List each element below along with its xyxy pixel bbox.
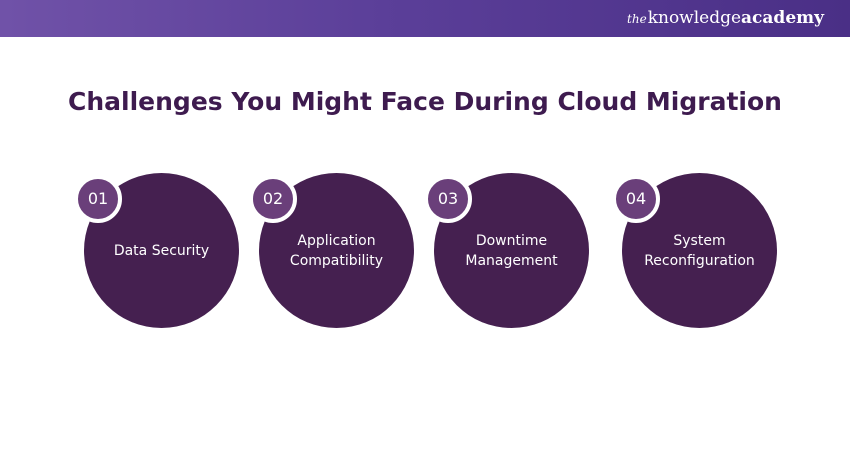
challenge-number-badge: 03 — [424, 175, 472, 223]
challenge-number-badge: 01 — [74, 175, 122, 223]
brand-word-knowledge: knowledge — [647, 8, 742, 28]
header-bar: theknowledgeacademy — [0, 0, 850, 37]
brand-prefix: the — [627, 12, 647, 26]
challenge-label: Downtime Management — [465, 232, 558, 269]
challenge-number-badge: 02 — [249, 175, 297, 223]
challenge-label: Data Security — [113, 242, 210, 259]
brand-logo[interactable]: theknowledgeacademy — [627, 8, 824, 29]
challenge-number-badge: 04 — [612, 175, 660, 223]
challenge-label: System Reconfiguration — [644, 232, 755, 269]
challenge-label: Application Compatibility — [289, 232, 384, 269]
brand-word-academy: academy — [741, 8, 824, 28]
page-title: Challenges You Might Face During Cloud M… — [68, 87, 782, 116]
